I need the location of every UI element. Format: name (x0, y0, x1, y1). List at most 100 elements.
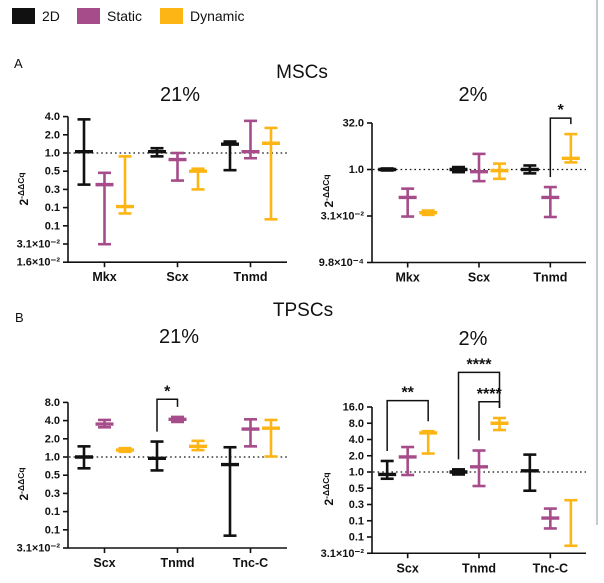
error-bar-static-mkx (95, 171, 114, 246)
y-tick-label: 3.1×10⁻² (321, 211, 365, 223)
error-bar-static-tnc-c (541, 507, 560, 530)
y-tick-label: 1.0 (349, 164, 364, 176)
section-title-mscs: MSCs (276, 62, 328, 83)
error-bar-static-tnmd (168, 415, 187, 424)
legend-swatch-2d (12, 8, 35, 24)
significance-bracket (549, 117, 572, 178)
y-axis-label: 2-ΔΔCq (321, 472, 336, 505)
x-category-label: Mkx (92, 270, 116, 284)
error-bar-static-mkx (398, 187, 417, 218)
error-bar-2d-scx (148, 146, 166, 158)
section-title-tpscs: TPSCs (272, 300, 334, 321)
panel-b-letter: B (15, 310, 24, 325)
y-tick-label: 4.0 (45, 111, 60, 123)
y-tick-label: 0.1 (349, 515, 364, 527)
y-tick-label: 1.0 (349, 467, 364, 479)
error-bar-static-tnmd (470, 449, 488, 488)
panel-a-letter: A (14, 56, 23, 71)
significance-label: **** (467, 356, 493, 373)
y-tick-label: 0.1 (349, 532, 364, 544)
error-bar-static-scx (398, 445, 417, 477)
error-bar-dynamic-tnc-c (262, 418, 280, 458)
error-bar-2d-scx (75, 445, 93, 470)
x-category-label: Scx (397, 561, 419, 575)
legend-label-dynamic: Dynamic (190, 8, 245, 24)
error-bar-2d-tnc-c (520, 453, 539, 493)
x-category-label: Tnmd (462, 561, 496, 575)
y-tick-label: 1.6×10⁻² (17, 257, 61, 269)
error-bar-2d-scx (378, 459, 397, 481)
significance-label: **** (477, 386, 503, 403)
x-category-label: Tnmd (160, 556, 194, 570)
y-tick-label: 0.3 (45, 184, 60, 196)
y-tick-label: 32.0 (343, 118, 364, 130)
significance-label: ** (401, 385, 414, 402)
error-bar-2d-tnc-c (221, 445, 239, 537)
error-bar-static-scx (470, 152, 488, 183)
legend-label-static: Static (107, 8, 143, 24)
error-bar-static-tnmd (541, 185, 560, 219)
error-bar-static-tnmd (241, 119, 260, 160)
error-bar-2d-mkx (75, 118, 93, 186)
panel-tpscs-2: 16.0 8.0 4.0 2.0 1.0 0.5 0.3 0.1 0.1 3.1×10⁻² Scx T… (321, 356, 586, 575)
y-tick-label: 4.0 (349, 434, 364, 446)
y-tick-label: 3.1×10⁻² (17, 239, 61, 251)
y-tick-label: 8.0 (45, 397, 60, 409)
error-bar-dynamic-tnmd (262, 126, 280, 221)
y-tick-label: 8.0 (349, 418, 364, 430)
y-tick-label: 0.3 (45, 488, 60, 500)
y-tick-label: 16.0 (343, 402, 364, 414)
significance-label: * (557, 102, 564, 119)
y-tick-label: 0.5 (45, 470, 60, 482)
y-tick-label: 3.1×10⁻² (321, 548, 365, 560)
error-bar-dynamic-mkx (419, 209, 438, 217)
y-tick-label: 0.5 (45, 166, 60, 178)
significance-bracket (156, 398, 179, 432)
y-tick-label: 0.1 (45, 202, 60, 214)
x-category-label: Scx (93, 556, 115, 570)
error-bar-2d-tnmd (449, 468, 468, 476)
error-bar-2d-mkx (378, 167, 397, 172)
y-tick-label: 0.1 (45, 524, 60, 536)
error-bar-dynamic-tnmd (561, 132, 580, 164)
error-bar-2d-tnmd (148, 440, 166, 472)
x-category-label: Mkx (396, 271, 420, 285)
panel-mscs-2: 32.0 1.0 3.1×10⁻² 9.8×10⁻⁴ Mkx Scx Tnmd 2-ΔΔCq * (319, 102, 586, 285)
error-bar-dynamic-tnc-c (564, 498, 578, 548)
y-tick-label: 1.0 (45, 452, 60, 464)
error-bar-static-tnc-c (241, 418, 260, 448)
error-bar-2d-tnmd (520, 164, 539, 175)
y-tick-label: 0.5 (349, 483, 364, 495)
error-bar-dynamic-scx (490, 162, 509, 181)
error-bar-dynamic-scx (189, 167, 207, 191)
panel-tpscs-21: 8.0 4.0 2.0 1.0 0.5 0.3 0.1 0.1 3.1×10⁻² Scx Tnmd T… (16, 383, 287, 570)
x-category-label: Tnc-C (533, 561, 568, 575)
y-tick-label: 0.1 (45, 506, 60, 518)
x-category-label: Scx (166, 270, 188, 284)
significance-bracket (457, 371, 501, 460)
x-category-label: Scx (468, 271, 490, 285)
x-category-label: Tnmd (233, 270, 267, 284)
significance-label: * (164, 383, 171, 400)
significance-bracket (386, 399, 429, 451)
y-axis-label: 2-ΔΔCq (16, 467, 31, 500)
y-tick-label: 4.0 (45, 415, 60, 427)
y-tick-label: 0.1 (45, 220, 60, 232)
error-bar-dynamic-tnmd (490, 416, 509, 432)
x-category-label: Tnc-C (233, 556, 268, 570)
y-tick-label: 2.0 (45, 129, 60, 141)
legend-label-2d: 2D (42, 8, 60, 24)
y-tick-label: 3.1×10⁻² (17, 543, 61, 555)
subplot-title-mscs-21: 21% (159, 84, 201, 106)
x-category-label: Tnmd (533, 271, 567, 285)
y-tick-label: 9.8×10⁻⁴ (319, 257, 364, 269)
y-tick-label: 2.0 (45, 433, 60, 445)
y-tick-label: 2.0 (349, 450, 364, 462)
y-tick-label: 0.3 (349, 499, 364, 511)
significance-bracket (478, 401, 501, 441)
y-tick-label: 1.0 (45, 148, 60, 160)
error-bar-dynamic-mkx (116, 155, 134, 215)
y-axis-label: 2-ΔΔCq (321, 174, 336, 207)
y-axis-label: 2-ΔΔCq (16, 172, 31, 205)
